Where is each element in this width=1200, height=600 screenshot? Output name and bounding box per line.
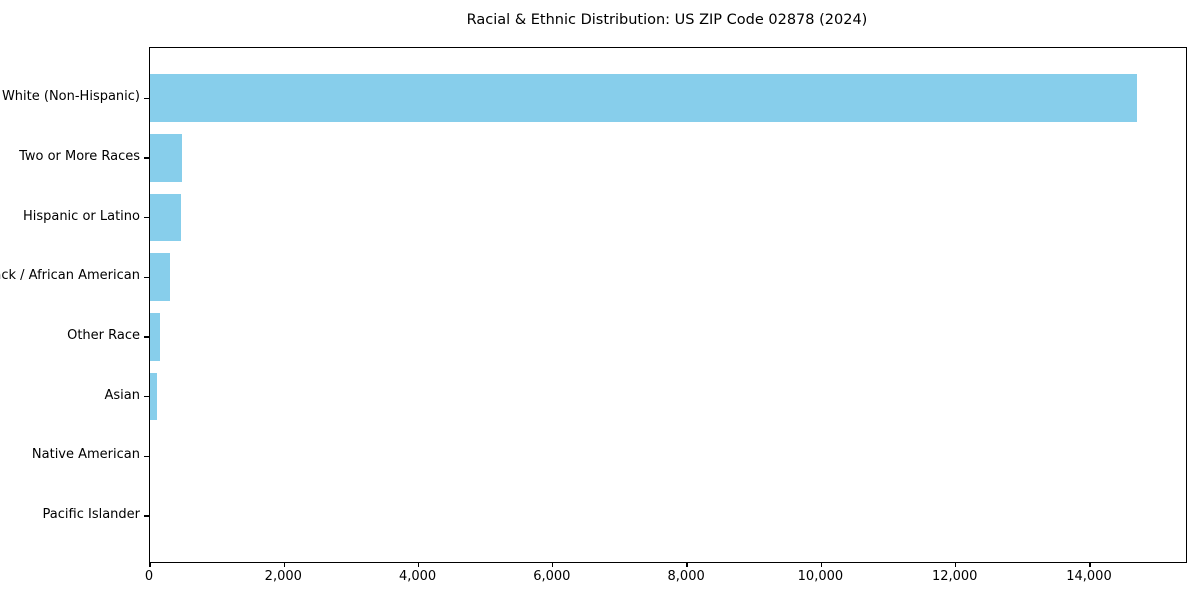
y-axis-label: White (Non-Hispanic) [1,89,140,105]
x-axis-tick [820,562,823,567]
y-axis-tick [144,97,149,99]
y-axis-label: Other Race [67,327,140,343]
x-axis-tick-label: 8,000 [667,569,705,584]
x-axis-tick [149,562,151,567]
x-axis-tick-label: 12,000 [931,569,978,584]
bar [150,193,182,242]
y-axis-label: Hispanic or Latino [22,208,140,224]
x-axis-tick [686,562,688,567]
x-axis-tick-label: 0 [144,569,154,584]
bar [150,134,182,182]
bar [150,74,1137,123]
x-axis-tick-label: 10,000 [797,569,844,584]
plot-area [144,47,1187,567]
x-axis-tick-label: 4,000 [398,569,437,584]
x-axis-tick [283,562,285,567]
y-axis-tick [144,276,149,278]
y-axis-label: Pacific Islander [42,506,140,522]
y-axis-tick [144,515,149,517]
x-axis-tick-label: 6,000 [533,569,571,584]
x-axis-tick [552,562,554,567]
y-axis-tick [144,396,149,398]
y-axis-tick [144,157,149,159]
y-axis-tick [144,455,149,457]
bar [150,313,160,361]
y-axis-label: Native American [31,447,140,463]
bar [150,372,157,421]
y-axis-label: Asian [104,387,140,403]
y-axis-label: Two or More Races [19,148,140,164]
x-axis-tick [417,562,420,567]
y-axis-tick [144,336,149,338]
chart-title: Racial & Ethnic Distribution: US ZIP Cod… [466,12,868,28]
y-axis-label: Black / African American [0,268,140,284]
y-axis-tick [144,216,149,219]
x-axis-tick-label: 2,000 [264,569,302,584]
x-axis-tick [955,562,957,567]
x-axis-tick-label: 14,000 [1066,569,1112,584]
bar [150,253,171,302]
x-axis-tick [1089,562,1091,567]
